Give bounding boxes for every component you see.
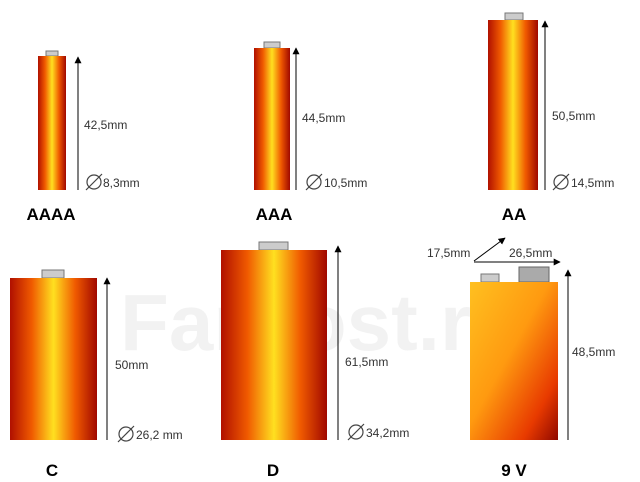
diameter-label: 26,2 mm [136, 428, 183, 442]
terminal [504, 12, 524, 21]
battery-body [488, 20, 538, 190]
diameter-symbol [347, 423, 365, 441]
battery-body [38, 56, 66, 190]
terminal [480, 273, 500, 283]
battery-body [254, 48, 290, 190]
battery-name: C [46, 461, 58, 480]
terminal [258, 241, 289, 251]
battery-aa: 50,5mm 14,5mm AA [488, 12, 614, 224]
terminal [41, 269, 65, 279]
diameter-label: 34,2mm [366, 426, 409, 440]
battery-name: AA [502, 205, 527, 224]
depth-arrow [473, 237, 506, 262]
depth-label: 17,5mm [427, 246, 470, 260]
terminal [263, 41, 281, 49]
height-label: 50,5mm [552, 109, 595, 123]
height-label: 48,5mm [572, 345, 615, 359]
diameter-label: 10,5mm [324, 176, 367, 190]
battery-body [470, 282, 558, 440]
battery-body [221, 250, 327, 440]
battery-name: 9 V [501, 461, 527, 480]
height-label: 44,5mm [302, 111, 345, 125]
height-label: 50mm [115, 358, 148, 372]
battery-aaaa: 42,5mm 8,3mm AAAA [26, 50, 140, 224]
battery-name: AAAA [26, 205, 75, 224]
height-label: 42,5mm [84, 118, 127, 132]
diameter-symbol [85, 173, 103, 191]
battery-d: 61,5mm 34,2mm D [221, 241, 409, 480]
diameter-label: 8,3mm [103, 176, 140, 190]
terminal [518, 266, 550, 283]
height-label: 61,5mm [345, 355, 388, 369]
battery-c: 50mm 26,2 mm C [10, 269, 183, 480]
battery-body [10, 278, 97, 440]
battery-name: AAA [256, 205, 293, 224]
diameter-symbol [305, 173, 323, 191]
terminal [45, 50, 59, 57]
battery-name: D [267, 461, 279, 480]
battery-9v: 48,5mm 17,5mm 26,5mm 9 V [427, 237, 615, 480]
diameter-symbol [552, 173, 570, 191]
battery-aaa: 44,5mm 10,5mm AAA [254, 41, 367, 224]
diameter-label: 14,5mm [571, 176, 614, 190]
diameter-symbol [117, 425, 135, 443]
width-label: 26,5mm [509, 246, 552, 260]
